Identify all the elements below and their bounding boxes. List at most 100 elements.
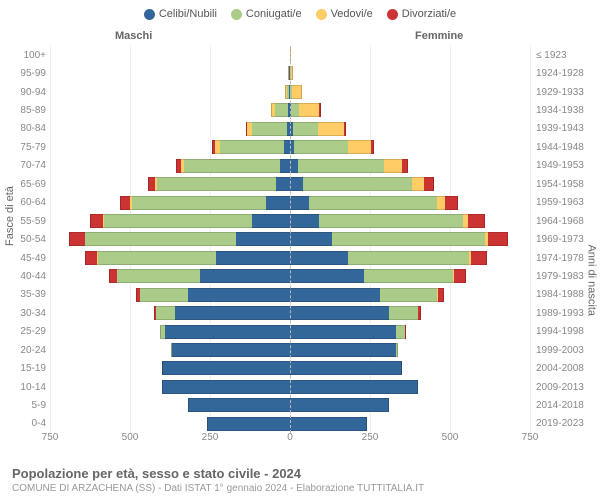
bar-male [188,398,290,412]
bar-male [90,214,290,228]
bar-male [246,122,290,136]
birth-label: 1944-1948 [536,142,594,153]
bar-female [290,306,421,320]
bar-segment [290,214,319,228]
x-tick: 250 [202,432,219,443]
bar-female [290,288,444,302]
bar-segment [266,196,290,210]
bar-segment [290,380,418,394]
bar-female [290,398,389,412]
birth-label: 2004-2008 [536,363,594,374]
chart-subtitle: COMUNE DI ARZACHENA (SS) - Dati ISTAT 1°… [12,483,588,494]
bar-segment [402,159,408,173]
bar-female [290,417,367,431]
bar-segment [344,122,346,136]
bar-female [290,140,374,154]
legend-item: Vedovi/e [316,8,373,20]
bar-female [290,177,434,191]
bar-male [148,177,290,191]
legend-label: Celibi/Nubili [159,8,217,20]
legend-label: Coniugati/e [246,8,302,20]
birth-label: 2019-2023 [536,418,594,429]
bar-male [162,361,290,375]
bar-segment [188,288,290,302]
birth-label: 1969-1973 [536,234,594,245]
age-label: 60-64 [8,197,46,208]
bar-segment [140,288,188,302]
bar-male [109,269,290,283]
legend-label: Vedovi/e [331,8,373,20]
legend-swatch [231,9,242,20]
bar-segment [380,288,438,302]
center-line [290,46,291,433]
age-label: 25-29 [8,326,46,337]
bar-segment [488,232,507,246]
bar-female [290,159,408,173]
legend-swatch [144,9,155,20]
age-label: 20-24 [8,345,46,356]
bar-segment [290,398,389,412]
birth-label: 1934-1938 [536,105,594,116]
bar-segment [165,325,290,339]
age-label: 45-49 [8,253,46,264]
bar-segment [438,288,444,302]
birth-label: 1964-1968 [536,216,594,227]
bar-segment [384,159,402,173]
x-tick: 250 [362,432,379,443]
bar-female [290,85,302,99]
age-label: 40-44 [8,271,46,282]
legend-item: Celibi/Nubili [144,8,217,20]
bar-segment [437,196,445,210]
birth-label: 1999-2003 [536,345,594,356]
bar-male [160,325,290,339]
bar-male [120,196,290,210]
bar-segment [85,251,98,265]
bar-segment [292,85,302,99]
bar-segment [188,398,290,412]
label-female: Femmine [415,30,463,42]
chart-rows: 100+≤ 192395-991924-192890-941929-193385… [50,46,530,433]
birth-label: 2009-2013 [536,382,594,393]
bar-segment [396,325,406,339]
birth-label: 1984-1988 [536,289,594,300]
birth-label: 2014-2018 [536,400,594,411]
legend-swatch [316,9,327,20]
label-male: Maschi [115,30,152,42]
age-label: 55-59 [8,216,46,227]
bar-male [136,288,290,302]
bar-segment [276,177,290,191]
bar-male [171,343,290,357]
bar-female [290,343,398,357]
bar-segment [364,269,454,283]
bar-segment [104,214,251,228]
bar-female [290,196,458,210]
bar-segment [156,306,175,320]
bar-male [85,251,290,265]
bar-segment [280,159,290,173]
bar-segment [85,232,235,246]
age-label: 85-89 [8,105,46,116]
bar-segment [332,232,486,246]
bar-segment [236,232,290,246]
birth-label: 1959-1963 [536,197,594,208]
x-axis: 7505002500250500750 [50,432,530,452]
bar-segment [412,177,425,191]
bar-female [290,361,402,375]
bar-male [162,380,290,394]
age-label: 70-74 [8,160,46,171]
bar-segment [109,269,117,283]
bar-segment [120,196,130,210]
bar-segment [290,343,396,357]
bar-male [207,417,290,431]
bar-segment [184,159,280,173]
bar-segment [294,140,348,154]
age-label: 15-19 [8,363,46,374]
bar-male [154,306,290,320]
bar-segment [348,140,370,154]
bar-segment [157,177,275,191]
bar-segment [471,251,487,265]
bar-female [290,214,485,228]
chart-title: Popolazione per età, sesso e stato civil… [12,466,588,481]
birth-label: ≤ 1923 [536,50,594,61]
bar-segment [424,177,434,191]
